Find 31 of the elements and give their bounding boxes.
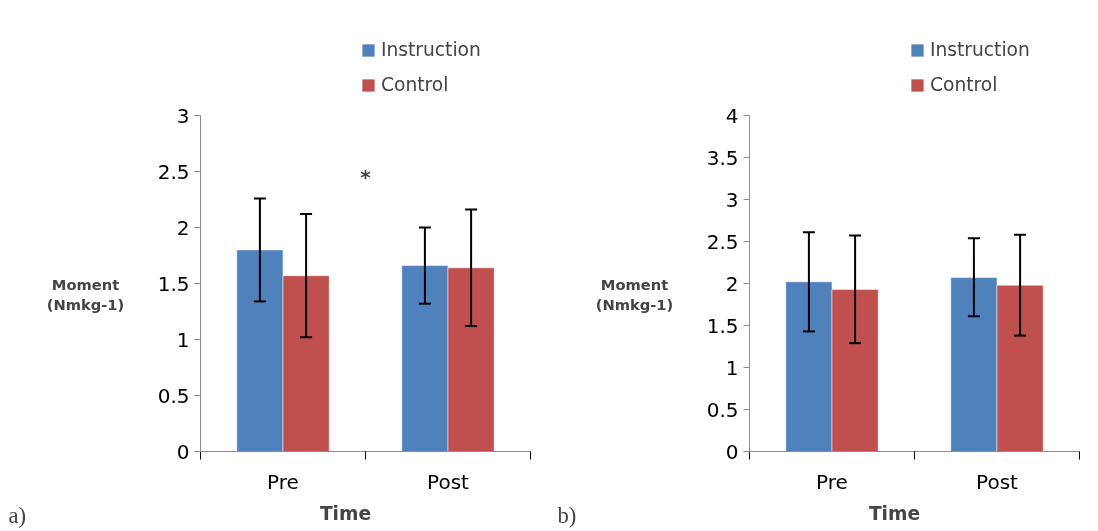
y-tick-label: 2.5 bbox=[706, 229, 739, 254]
x-tick-label: Pre bbox=[267, 469, 299, 494]
y-tick-label: 4 bbox=[725, 103, 739, 128]
x-tick-label: Post bbox=[427, 469, 470, 494]
x-tick-label: Pre bbox=[816, 469, 848, 494]
y-tick-label: 0 bbox=[176, 439, 190, 464]
y-tick-label: 3.5 bbox=[706, 145, 739, 170]
legend-label: Instruction bbox=[381, 39, 481, 60]
y-tick-label: 1 bbox=[176, 327, 190, 352]
y-tick-label: 1.5 bbox=[706, 313, 739, 338]
x-tick-label: Post bbox=[976, 469, 1019, 494]
legend-label: Control bbox=[381, 74, 449, 95]
legend-label: Control bbox=[930, 74, 998, 95]
text: a) bbox=[8, 502, 27, 528]
annotation: * bbox=[360, 165, 372, 190]
x-axis-title: Time bbox=[868, 502, 921, 524]
legend-label: Instruction bbox=[930, 39, 1030, 60]
y-tick-label: 2.5 bbox=[157, 159, 190, 184]
y-tick-label: 0 bbox=[725, 439, 739, 464]
y-tick-label: 0.5 bbox=[157, 383, 190, 408]
y-tick-label: 2 bbox=[176, 215, 190, 240]
y-axis-title: Moment (Nmkg-1) bbox=[46, 276, 125, 314]
text: b) bbox=[557, 502, 577, 528]
y-tick-label: 0.5 bbox=[706, 397, 739, 422]
y-tick-label: 2 bbox=[725, 271, 739, 296]
y-tick-label: 3 bbox=[176, 103, 190, 128]
y-tick-label: 1.5 bbox=[157, 271, 190, 296]
y-tick-label: 1 bbox=[725, 355, 739, 380]
y-axis-title: Moment (Nmkg-1) bbox=[595, 276, 674, 314]
x-axis-title: Time bbox=[319, 502, 372, 524]
y-tick-label: 3 bbox=[725, 187, 739, 212]
